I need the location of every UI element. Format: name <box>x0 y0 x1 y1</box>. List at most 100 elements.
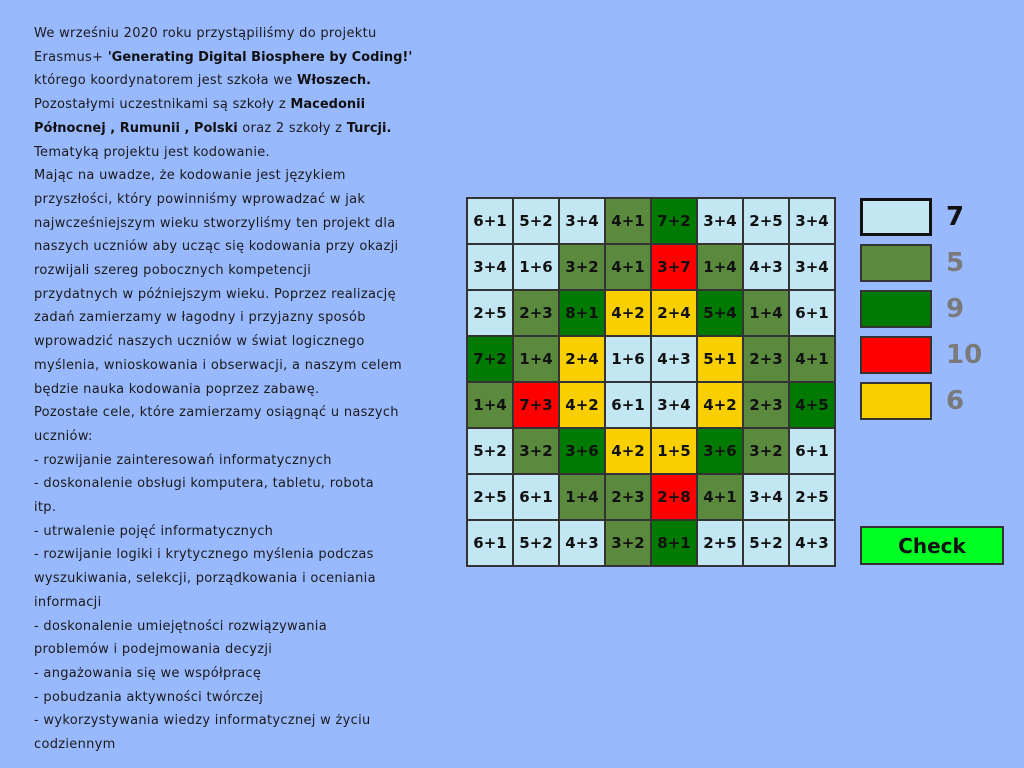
grid-cell[interactable]: 1+6 <box>513 244 559 290</box>
grid-cell[interactable]: 1+4 <box>467 382 513 428</box>
legend-color-swatch[interactable] <box>860 198 932 236</box>
grid-cell[interactable]: 4+3 <box>743 244 789 290</box>
grid-cell[interactable]: 3+4 <box>651 382 697 428</box>
text-line: wprowadzić naszych uczniów w świat logic… <box>34 330 434 354</box>
text-line: - pobudzania aktywności twórczej <box>34 686 434 710</box>
text-segment: Erasmus+ <box>34 49 108 65</box>
grid-cell[interactable]: 6+1 <box>513 474 559 520</box>
text-segment: rozwijali szereg pobocznych kompetencji <box>34 263 312 279</box>
grid-cell[interactable]: 3+2 <box>605 520 651 566</box>
legend-value: 7 <box>946 202 965 232</box>
legend-color-swatch[interactable] <box>860 382 932 420</box>
grid-cell[interactable]: 2+5 <box>697 520 743 566</box>
grid-cell[interactable]: 4+2 <box>697 382 743 428</box>
legend-value: 10 <box>946 340 983 370</box>
grid-cell[interactable]: 6+1 <box>467 198 513 244</box>
legend-color-swatch[interactable] <box>860 244 932 282</box>
grid-cell[interactable]: 3+4 <box>697 198 743 244</box>
grid-cell[interactable]: 3+2 <box>513 428 559 474</box>
text-line: - utrwalenie pojęć informatycznych <box>34 520 434 544</box>
text-segment: przyszłości, który powinniśmy wprowadzać… <box>34 191 366 207</box>
grid-cell[interactable]: 2+5 <box>467 474 513 520</box>
text-line: - doskonalenie umiejętności rozwiązywani… <box>34 615 434 639</box>
grid-cell[interactable]: 8+1 <box>559 290 605 336</box>
grid-cell[interactable]: 1+4 <box>697 244 743 290</box>
grid-cell[interactable]: 4+2 <box>559 382 605 428</box>
grid-cell[interactable]: 4+5 <box>789 382 835 428</box>
text-segment: problemów i podejmowania decyzji <box>34 642 273 658</box>
grid-cell[interactable]: 4+3 <box>559 520 605 566</box>
grid-cell[interactable]: 2+3 <box>743 382 789 428</box>
grid-cell[interactable]: 1+5 <box>651 428 697 474</box>
grid-cell[interactable]: 2+8 <box>651 474 697 520</box>
grid-cell[interactable]: 3+6 <box>697 428 743 474</box>
grid-cell[interactable]: 4+2 <box>605 428 651 474</box>
grid-cell[interactable]: 3+4 <box>743 474 789 520</box>
grid-cell[interactable]: 5+2 <box>467 428 513 474</box>
grid-cell[interactable]: 6+1 <box>789 428 835 474</box>
grid-cell[interactable]: 2+5 <box>789 474 835 520</box>
text-line: którego koordynatorem jest szkoła we Wło… <box>34 69 434 93</box>
text-line: codziennym <box>34 733 434 757</box>
text-segment: informacji <box>34 594 102 610</box>
text-segment: - pobudzania aktywności twórczej <box>34 689 264 705</box>
grid-cell[interactable]: 7+3 <box>513 382 559 428</box>
check-button[interactable]: Check <box>860 526 1004 565</box>
grid-cell[interactable]: 2+5 <box>467 290 513 336</box>
text-segment: itp. <box>34 500 57 516</box>
bold-text: Turcji. <box>346 120 392 136</box>
legend-color-swatch[interactable] <box>860 290 932 328</box>
text-segment: Pozostałymi uczestnikami są szkoły z <box>34 97 291 113</box>
grid-cell[interactable]: 2+3 <box>605 474 651 520</box>
grid-cell[interactable]: 1+4 <box>513 336 559 382</box>
grid-cell[interactable]: 2+3 <box>513 290 559 336</box>
grid-cell[interactable]: 4+1 <box>605 244 651 290</box>
grid-cell[interactable]: 3+7 <box>651 244 697 290</box>
text-segment: - doskonalenie umiejętności rozwiązywani… <box>34 618 327 634</box>
text-segment: Mając na uwadze, że kodowanie jest język… <box>34 168 346 184</box>
grid-cell[interactable]: 3+6 <box>559 428 605 474</box>
grid-cell[interactable]: 5+2 <box>743 520 789 566</box>
text-segment: We wrześniu 2020 roku przystąpiliśmy do … <box>34 26 377 41</box>
text-segment: - doskonalenie obsługi komputera, tablet… <box>34 476 374 492</box>
grid-cell[interactable]: 3+4 <box>789 198 835 244</box>
text-line: informacji <box>34 591 434 615</box>
text-line: Tematyką projektu jest kodowanie. <box>34 141 434 165</box>
grid-cell[interactable]: 4+3 <box>651 336 697 382</box>
grid-cell[interactable]: 2+3 <box>743 336 789 382</box>
grid-cell[interactable]: 5+1 <box>697 336 743 382</box>
legend-value: 9 <box>946 294 965 324</box>
grid-cell[interactable]: 5+4 <box>697 290 743 336</box>
grid-cell[interactable]: 4+3 <box>789 520 835 566</box>
grid-cell[interactable]: 2+5 <box>743 198 789 244</box>
grid-cell[interactable]: 2+4 <box>559 336 605 382</box>
grid-cell[interactable]: 6+1 <box>789 290 835 336</box>
legend-color-swatch[interactable] <box>860 336 932 374</box>
grid-cell[interactable]: 3+4 <box>559 198 605 244</box>
text-segment: Pozostałe cele, które zamierzamy osiągną… <box>34 405 399 421</box>
grid-cell[interactable]: 3+2 <box>559 244 605 290</box>
grid-cell[interactable]: 1+4 <box>743 290 789 336</box>
text-segment: uczniów: <box>34 428 93 444</box>
grid-cell[interactable]: 2+4 <box>651 290 697 336</box>
grid-cell[interactable]: 4+1 <box>789 336 835 382</box>
grid-cell[interactable]: 7+2 <box>467 336 513 382</box>
grid-cell[interactable]: 4+1 <box>697 474 743 520</box>
grid-cell[interactable]: 1+6 <box>605 336 651 382</box>
grid-cell[interactable]: 3+4 <box>467 244 513 290</box>
text-line: przydatnych w późniejszym wieku. Poprzez… <box>34 283 434 307</box>
grid-cell[interactable]: 3+2 <box>743 428 789 474</box>
grid-cell[interactable]: 6+1 <box>605 382 651 428</box>
bold-text: Północnej , Rumunii , Polski <box>34 120 243 136</box>
color-by-sum-grid: 6+1 5+2 3+4 4+1 7+2 3+4 2+5 3+4 3+4 1+6 3+2 4+1 3+7 1… <box>466 197 836 567</box>
text-segment: - rozwijanie zainteresowań informatyczny… <box>34 452 332 468</box>
grid-cell[interactable]: 7+2 <box>651 198 697 244</box>
grid-cell[interactable]: 8+1 <box>651 520 697 566</box>
grid-cell[interactable]: 3+4 <box>789 244 835 290</box>
grid-cell[interactable]: 6+1 <box>467 520 513 566</box>
grid-cell[interactable]: 5+2 <box>513 198 559 244</box>
grid-cell[interactable]: 1+4 <box>559 474 605 520</box>
grid-cell[interactable]: 4+1 <box>605 198 651 244</box>
grid-cell[interactable]: 4+2 <box>605 290 651 336</box>
grid-cell[interactable]: 5+2 <box>513 520 559 566</box>
